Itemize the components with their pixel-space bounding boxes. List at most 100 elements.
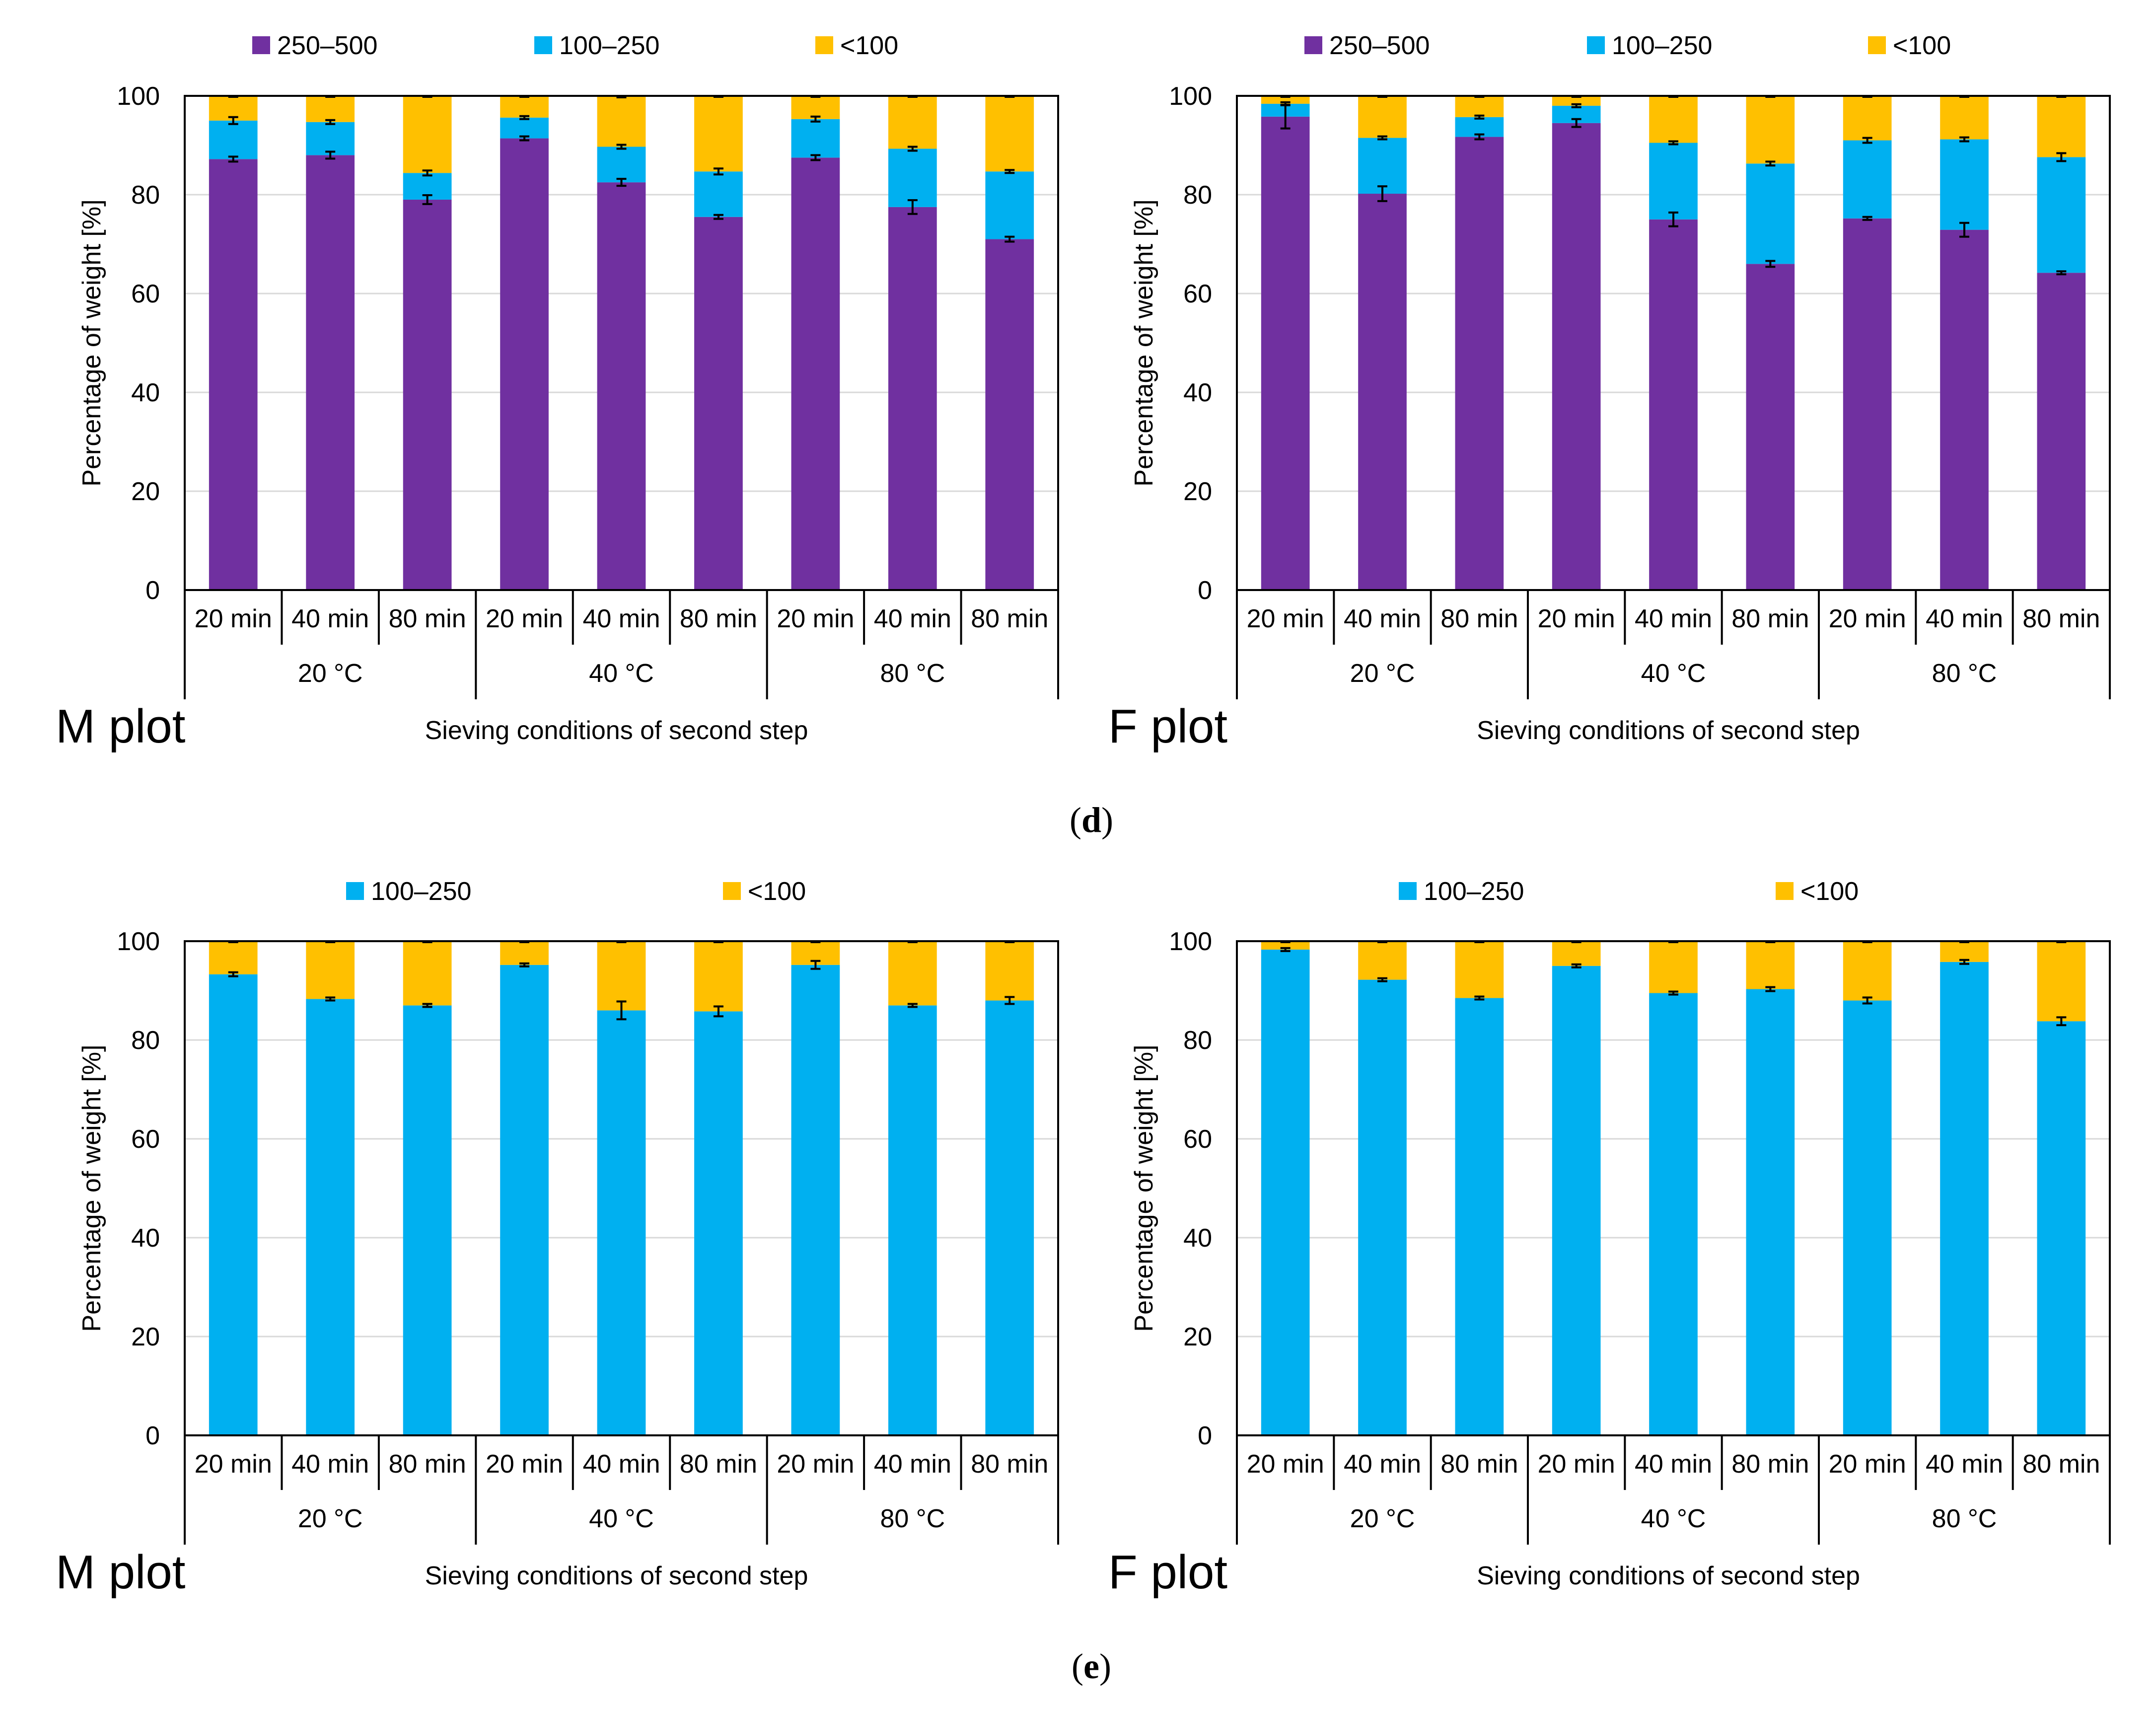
error-bar [325, 119, 336, 125]
x-group-label: 20 °C [298, 1504, 363, 1533]
legend-swatch [1868, 36, 1886, 54]
error-bar [2056, 1016, 2067, 1027]
bar-segment-100-4 [597, 941, 646, 1011]
error-bar [325, 996, 336, 1002]
y-tick-label: 100 [117, 82, 160, 111]
error-bar [713, 1005, 723, 1018]
x-group-label: 20 °C [1350, 1504, 1415, 1533]
error-bar [1571, 963, 1581, 968]
bar-segment-100-3 [1552, 941, 1601, 966]
error-bar [228, 116, 238, 125]
y-tick-label: 80 [1183, 181, 1212, 210]
bar-segment-100250-7 [1940, 962, 1989, 1435]
bar-segment-100250-8 [985, 1000, 1034, 1435]
x-group-label: 20 °C [298, 659, 363, 688]
y-axis-title: Percentage of weight [%] [1130, 1044, 1158, 1332]
error-bar [1474, 995, 1485, 1001]
bar-segment-100250-0 [1261, 949, 1310, 1435]
x-category-label: 20 min [1247, 604, 1324, 633]
chart-d-m-plot: 0 20 40 60 80 100 Percentage of weight [%] 20 m… [56, 31, 1059, 753]
bar-segment-100-6 [1843, 941, 1892, 1001]
bar-segment-250500-4 [1649, 219, 1698, 590]
bar-segment-100250-6 [791, 965, 840, 1435]
x-group-label: 20 °C [1350, 659, 1415, 688]
error-bar [810, 115, 821, 123]
bar-segment-100-2 [403, 96, 452, 173]
x-category-label: 40 min [1344, 604, 1421, 633]
legend-label: <100 [840, 31, 898, 60]
bar-segment-100-7 [1940, 96, 1989, 140]
x-category-label: 80 min [1440, 604, 1518, 633]
error-bar [1959, 222, 1969, 238]
error-bar [2056, 270, 2067, 276]
y-tick-label: 40 [131, 1224, 160, 1253]
bar-segment-100-4 [1649, 941, 1698, 993]
x-category-label: 80 min [971, 1450, 1048, 1479]
panel-d-close-paren: ) [1101, 800, 1113, 840]
error-bar [1765, 160, 1776, 167]
x-category-label: 80 min [2022, 604, 2100, 633]
error-bar [1377, 185, 1387, 202]
legend-swatch [1776, 882, 1794, 900]
bar-segment-100-7 [888, 96, 937, 149]
x-category-label: 20 min [486, 1450, 563, 1479]
bar-segment-250500-0 [1261, 116, 1310, 591]
y-tick-label: 100 [1169, 927, 1212, 956]
bar-segment-100250-1 [1358, 138, 1407, 194]
y-tick-label: 80 [131, 1026, 160, 1055]
x-category-label: 80 min [389, 604, 466, 633]
bar-segment-100250-3 [500, 965, 549, 1435]
y-tick-label: 60 [131, 280, 160, 308]
chart-e-m-plot: 0 20 40 60 80 100 Percentage of weight [%] 20 m… [56, 877, 1059, 1599]
error-bar [1959, 136, 1969, 143]
legend-label: 100–250 [1424, 877, 1524, 906]
bar-segment-100-3 [500, 941, 549, 965]
x-category-label: 20 min [195, 604, 272, 633]
x-category-label: 80 min [1440, 1450, 1518, 1479]
x-category-label: 20 min [1538, 604, 1615, 633]
x-group-label: 80 °C [880, 1504, 945, 1533]
plot-label: F plot [1108, 700, 1227, 753]
bar-segment-100250-2 [403, 1005, 452, 1435]
y-axis-title: Percentage of weight [%] [77, 1044, 106, 1332]
y-tick-label: 20 [1183, 477, 1212, 506]
legend-swatch [1587, 36, 1605, 54]
bar-segment-250500-8 [2037, 273, 2086, 590]
bar-segment-100-4 [597, 96, 646, 147]
bar-segment-100250-0 [209, 974, 258, 1435]
bar-segment-100-6 [791, 96, 840, 119]
bar-segment-100-3 [500, 96, 549, 118]
bar-segment-100250-8 [2037, 157, 2086, 273]
x-axis-title: Sieving conditions of second step [1477, 716, 1860, 745]
x-axis-title: Sieving conditions of second step [425, 716, 808, 745]
bar-segment-250500-7 [1940, 229, 1989, 590]
bar-segment-100250-0 [209, 120, 258, 159]
error-bar [228, 971, 238, 977]
error-bar [1474, 114, 1485, 120]
bar-segment-250500-1 [1358, 194, 1407, 590]
bar-segment-250500-7 [888, 207, 937, 590]
x-group-label: 40 °C [589, 1504, 654, 1533]
bar-segment-100250-5 [694, 171, 743, 217]
bar-segment-250500-2 [1455, 137, 1504, 591]
bar-segment-100250-7 [1940, 139, 1989, 230]
y-tick-label: 0 [145, 1421, 160, 1450]
legend-label: 100–250 [1612, 31, 1712, 60]
legend-swatch [723, 882, 741, 900]
chart-d-f-plot: 0 20 40 60 80 100 Percentage of weight [%] 20 m… [1108, 31, 2111, 753]
bar-segment-100-0 [1261, 941, 1310, 950]
legend-label: <100 [748, 877, 806, 906]
bar-segment-100-2 [1455, 941, 1504, 998]
bar-segment-250500-2 [403, 199, 452, 590]
error-bar [713, 167, 723, 176]
bar-segment-250500-6 [791, 157, 840, 590]
error-bar [907, 146, 918, 152]
bar-segment-250500-0 [209, 159, 258, 590]
x-category-label: 80 min [680, 604, 757, 633]
legend-label: 100–250 [371, 877, 471, 906]
legend-entry: 250–500 [252, 31, 377, 60]
error-bar [519, 962, 530, 968]
error-bar [616, 178, 627, 187]
legend-entry: 100–250 [534, 31, 659, 60]
error-bar [1862, 216, 1872, 221]
